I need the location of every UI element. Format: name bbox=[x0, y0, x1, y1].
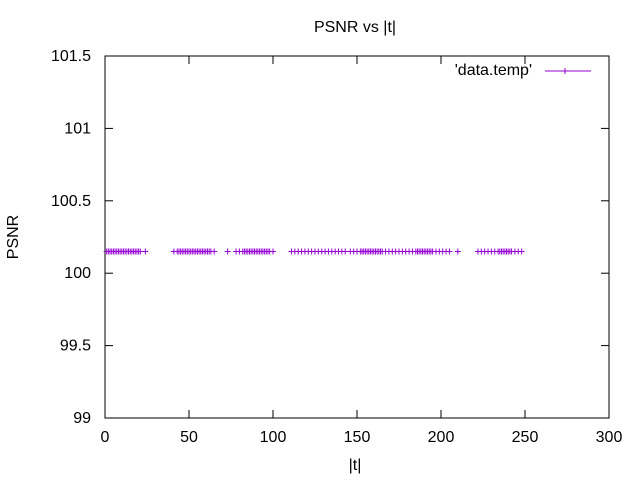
y-tick-label: 99 bbox=[73, 410, 91, 427]
x-axis: 0 50 100 150 200 250 300 bbox=[101, 56, 623, 446]
data-point bbox=[342, 248, 349, 255]
data-point bbox=[224, 248, 231, 255]
data-point bbox=[270, 248, 276, 255]
data-point bbox=[454, 248, 461, 255]
y-tick-label: 101 bbox=[64, 120, 91, 137]
x-tick-label: 250 bbox=[512, 429, 539, 446]
x-axis-label: |t| bbox=[349, 457, 362, 474]
data-point bbox=[446, 248, 453, 255]
x-tick-label: 50 bbox=[180, 429, 198, 446]
x-tick-label: 100 bbox=[260, 429, 287, 446]
data-point bbox=[211, 248, 218, 255]
legend-label: 'data.temp' bbox=[455, 62, 532, 79]
x-tick-label: 0 bbox=[101, 429, 110, 446]
x-tick-label: 300 bbox=[596, 429, 623, 446]
x-tick-label: 200 bbox=[428, 429, 455, 446]
legend-key bbox=[545, 68, 591, 74]
y-tick-label: 100.5 bbox=[51, 193, 91, 210]
x-tick-label: 150 bbox=[344, 429, 371, 446]
chart-title: PSNR vs |t| bbox=[314, 19, 396, 36]
y-tick-label: 99.5 bbox=[60, 338, 91, 355]
data-point bbox=[137, 248, 144, 255]
data-point bbox=[518, 248, 525, 255]
legend: 'data.temp' bbox=[455, 62, 591, 79]
y-tick-label: 101.5 bbox=[51, 48, 91, 65]
y-tick-label: 100 bbox=[64, 265, 91, 282]
data-points bbox=[103, 248, 525, 255]
y-axis-label: PSNR bbox=[5, 215, 22, 259]
plot-area-frame bbox=[104, 55, 610, 419]
y-axis: 99 99.5 100 100.5 101 101.5 bbox=[51, 48, 609, 427]
data-point bbox=[142, 248, 149, 255]
